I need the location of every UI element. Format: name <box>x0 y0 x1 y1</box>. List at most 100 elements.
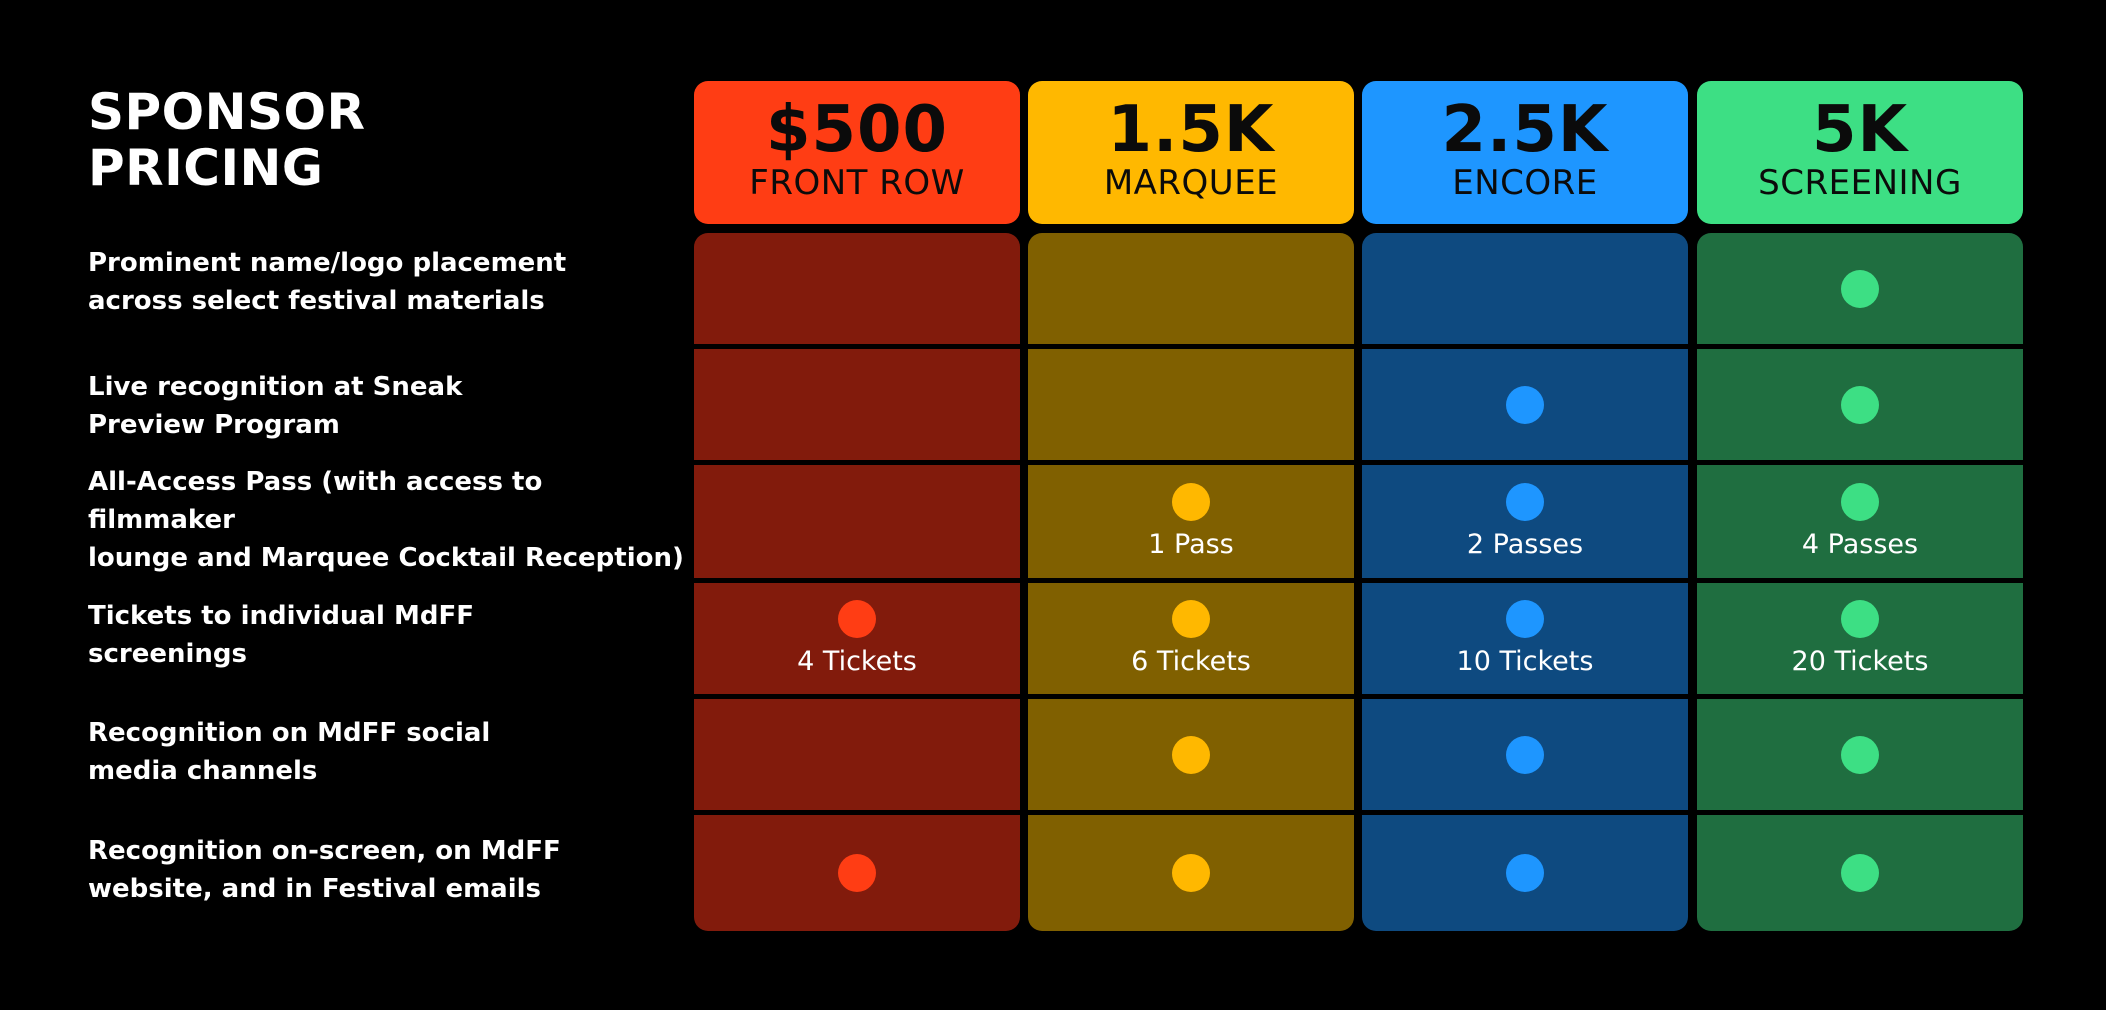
feature-cell <box>694 349 1020 460</box>
row-divider <box>1362 460 1688 465</box>
feature-row-onscreen-recognition: Recognition on-screen, on MdFF website, … <box>88 830 688 910</box>
cell-label: 4 Passes <box>1801 528 1919 560</box>
feature-label: Recognition on-screen, on MdFF website, … <box>88 832 561 908</box>
included-dot-icon <box>1841 482 1879 521</box>
feature-cell <box>1028 233 1354 344</box>
feature-cell: 1 Pass <box>1028 465 1354 578</box>
feature-cell: 6 Tickets <box>1028 583 1354 694</box>
feature-label-line-2: media channels <box>88 756 318 786</box>
included-dot-icon <box>1172 599 1210 638</box>
feature-label: Recognition on MdFF social media channel… <box>88 714 490 790</box>
feature-cell: 2 Passes <box>1362 465 1688 578</box>
row-divider <box>1697 578 2023 583</box>
tier-name: MARQUEE <box>1103 162 1279 203</box>
feature-row-logo-placement: Prominent name/logo placement across sel… <box>88 242 688 322</box>
included-dot-icon <box>1172 735 1210 774</box>
feature-label: Live recognition at Sneak Preview Progra… <box>88 368 462 444</box>
row-divider <box>1362 810 1688 815</box>
feature-cell: 4 Passes <box>1697 465 2023 578</box>
feature-label-line-2: across select festival materials <box>88 286 545 316</box>
tier-price: 1.5K <box>1107 92 1275 167</box>
tier-price: $500 <box>765 92 949 167</box>
feature-label-line-2: screenings <box>88 639 247 669</box>
feature-cell <box>1362 233 1688 344</box>
feature-cell <box>1362 699 1688 810</box>
feature-row-tickets: Tickets to individual MdFF screenings <box>88 595 688 675</box>
feature-cell <box>1362 349 1688 460</box>
included-dot-icon <box>1841 854 1879 892</box>
row-divider <box>1362 344 1688 349</box>
tier-header: $500 FRONT ROW <box>694 81 1020 224</box>
feature-cell: 10 Tickets <box>1362 583 1688 694</box>
feature-cell <box>1697 699 2023 810</box>
feature-label: Prominent name/logo placement across sel… <box>88 244 566 320</box>
feature-cell: 4 Tickets <box>694 583 1020 694</box>
feature-label-line-1: Prominent name/logo placement <box>88 248 567 278</box>
row-divider <box>694 810 1020 815</box>
tier-header: 2.5K ENCORE <box>1362 81 1688 224</box>
feature-label-line-2: Preview Program <box>88 410 340 440</box>
cell-label: 20 Tickets <box>1791 645 1929 677</box>
row-divider <box>694 460 1020 465</box>
feature-cell <box>1697 233 2023 344</box>
row-divider <box>1697 344 2023 349</box>
row-divider <box>694 694 1020 699</box>
tier-name: SCREENING <box>1758 162 1962 203</box>
cell-label: 4 Tickets <box>797 645 917 677</box>
tier-price: 2.5K <box>1441 92 1609 167</box>
feature-cell <box>694 815 1020 931</box>
page-title-line-2: PRICING <box>88 139 324 197</box>
tier-price: 5K <box>1811 92 1909 167</box>
included-dot-icon <box>1172 854 1210 892</box>
page-title: SPONSOR PRICING <box>88 84 366 196</box>
feature-label: All-Access Pass (with access to filmmake… <box>88 463 688 577</box>
included-dot-icon <box>1841 735 1879 774</box>
included-dot-icon <box>1841 599 1879 638</box>
included-dot-icon <box>1841 385 1879 424</box>
included-dot-icon <box>1506 599 1544 638</box>
included-dot-icon <box>1506 854 1544 892</box>
feature-cell <box>1362 815 1688 931</box>
included-dot-icon <box>838 854 876 892</box>
tier-header: 5K SCREENING <box>1697 81 2023 224</box>
feature-cell: 20 Tickets <box>1697 583 2023 694</box>
feature-row-all-access-pass: All-Access Pass (with access to filmmake… <box>88 467 688 573</box>
tier-body: 2 Passes 10 Tickets <box>1362 233 1688 931</box>
feature-cell <box>1697 815 2023 931</box>
included-dot-icon <box>1506 385 1544 424</box>
tier-body: 1 Pass 6 Tickets <box>1028 233 1354 931</box>
row-divider <box>1028 460 1354 465</box>
tier-name: ENCORE <box>1452 162 1598 203</box>
feature-label-line-1: Live recognition at Sneak <box>88 372 463 402</box>
row-divider <box>1028 344 1354 349</box>
feature-cell <box>694 699 1020 810</box>
feature-cell <box>694 465 1020 578</box>
tier-header: 1.5K MARQUEE <box>1028 81 1354 224</box>
row-divider <box>1697 810 2023 815</box>
included-dot-icon <box>1841 269 1879 308</box>
page-title-line-1: SPONSOR <box>88 83 366 141</box>
feature-label-line-1: Recognition on-screen, on MdFF <box>88 836 561 866</box>
row-divider <box>1362 694 1688 699</box>
feature-row-live-recognition: Live recognition at Sneak Preview Progra… <box>88 366 688 446</box>
feature-label-line-1: All-Access Pass (with access to filmmake… <box>88 467 543 535</box>
included-dot-icon <box>1172 482 1210 521</box>
feature-label: Tickets to individual MdFF screenings <box>88 597 474 673</box>
row-divider <box>694 578 1020 583</box>
cell-label: 2 Passes <box>1466 528 1584 560</box>
included-dot-icon <box>1506 735 1544 774</box>
row-divider <box>1697 694 2023 699</box>
row-divider <box>1362 578 1688 583</box>
feature-cell <box>1697 349 2023 460</box>
feature-cell <box>1028 815 1354 931</box>
row-divider <box>694 344 1020 349</box>
cell-label: 1 Pass <box>1148 528 1234 560</box>
feature-label-line-1: Recognition on MdFF social <box>88 718 491 748</box>
tier-name: FRONT ROW <box>749 162 965 203</box>
tier-body: 4 Tickets <box>694 233 1020 931</box>
feature-row-social-recognition: Recognition on MdFF social media channel… <box>88 712 688 792</box>
feature-cell <box>1028 699 1354 810</box>
feature-cell <box>1028 349 1354 460</box>
row-divider <box>1028 810 1354 815</box>
tier-body: 4 Passes 20 Tickets <box>1697 233 2023 931</box>
